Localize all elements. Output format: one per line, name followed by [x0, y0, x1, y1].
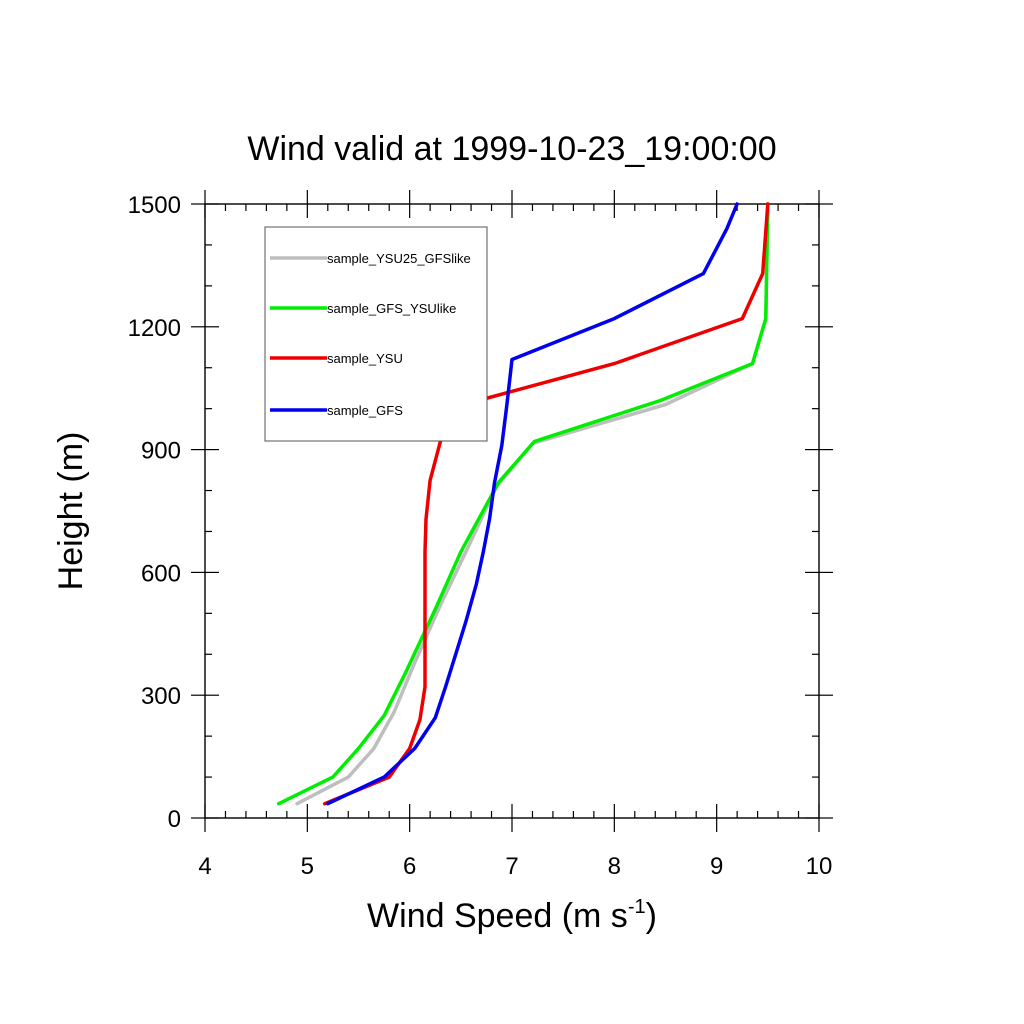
y-tick-label: 300 — [141, 683, 181, 710]
series-line-sample_GFS — [326, 202, 739, 806]
x-tick-label: 8 — [608, 853, 621, 880]
legend-label: sample_GFS_YSUlike — [327, 301, 456, 316]
legend-box — [264, 226, 488, 442]
y-tick-label: 900 — [141, 438, 181, 465]
x-tick-label: 5 — [301, 853, 314, 880]
plot-area: 4 5 6 7 8 9 10 0 300 600 900 1200 1500 — [128, 190, 833, 880]
legend: sample_YSU25_GFSlike sample_GFS_YSUlikesa… — [264, 226, 488, 442]
x-tick-label: 9 — [710, 853, 723, 880]
y-tick-label: 1500 — [128, 192, 181, 219]
chart-title: Wind valid at 1999-10-23_19:00:00 — [247, 130, 776, 168]
x-axis-label-text: Wind Speed (m s — [367, 897, 628, 935]
series-line-sample_YSU — [322, 202, 770, 806]
y-axis-label: Height (m) — [52, 432, 90, 591]
series-lines — [276, 202, 770, 806]
x-tick-label: 6 — [403, 853, 416, 880]
axis-ticks — [191, 190, 833, 832]
x-axis-label: Wind Speed (m s-1) — [367, 896, 657, 935]
legend-label: sample_GFS — [327, 403, 403, 418]
series-line-sample_GFS_YSUlike — [276, 202, 770, 806]
axis-tick-labels: 4 5 6 7 8 9 10 0 300 600 900 1200 1500 — [128, 192, 833, 880]
x-tick-label: 7 — [505, 853, 518, 880]
x-axis-label-superscript: -1 — [628, 896, 646, 918]
legend-label: sample_YSU25_GFSlike — [327, 251, 471, 266]
x-tick-label: 10 — [806, 853, 833, 880]
y-tick-label: 600 — [141, 560, 181, 587]
legend-label: sample_YSU — [327, 351, 403, 366]
x-tick-label: 4 — [198, 853, 211, 880]
y-tick-label: 1200 — [128, 315, 181, 342]
y-tick-label: 0 — [168, 806, 181, 833]
x-axis-label-close: ) — [646, 897, 657, 935]
